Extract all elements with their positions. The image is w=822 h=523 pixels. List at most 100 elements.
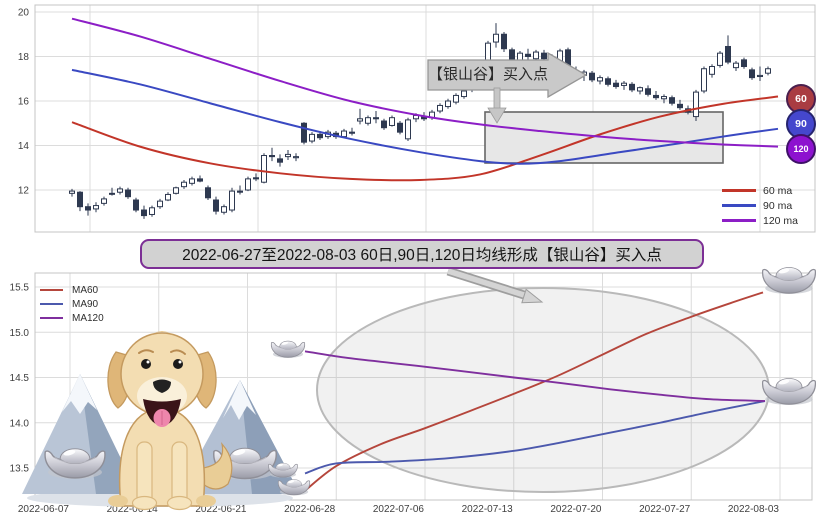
candle <box>237 190 243 193</box>
ma60-legend-label: MA60 <box>72 284 99 296</box>
svg-text:20: 20 <box>18 8 30 19</box>
candle <box>757 74 763 78</box>
top-chart-legend: 60 ma 90 ma 120 ma <box>722 183 798 228</box>
ma60-legend-swatch <box>722 189 756 192</box>
candle <box>693 91 699 118</box>
candle <box>141 209 147 217</box>
candle <box>709 66 715 75</box>
candle <box>373 117 379 120</box>
candle <box>261 155 267 183</box>
legend-row: MA120 <box>40 311 104 325</box>
legend-row: MA90 <box>40 297 104 311</box>
candle <box>77 191 83 208</box>
scene-decorations <box>22 331 300 511</box>
candle <box>669 97 675 104</box>
svg-text:13.5: 13.5 <box>10 464 30 475</box>
candle <box>253 177 259 180</box>
ma120-period-badge: 120 <box>786 134 816 164</box>
candle <box>181 181 187 188</box>
legend-row: MA60 <box>40 283 104 297</box>
candle <box>221 206 227 213</box>
svg-text:2022-06-28: 2022-06-28 <box>284 504 336 515</box>
candle <box>453 94 459 103</box>
candle <box>125 189 131 198</box>
candle <box>645 88 651 95</box>
candle <box>341 130 347 138</box>
summary-title-box: 2022-06-27至2022-08-03 60日,90日,120日均线形成【银… <box>140 239 704 269</box>
candle <box>717 52 723 66</box>
candle <box>501 33 507 50</box>
svg-text:2022-06-14: 2022-06-14 <box>107 504 159 515</box>
candle <box>85 206 91 211</box>
legend-row: 90 ma <box>722 198 798 213</box>
svg-text:14: 14 <box>18 141 30 152</box>
candle <box>445 100 451 108</box>
svg-text:2022-06-07: 2022-06-07 <box>18 504 70 515</box>
pointer-arrow-icon <box>521 288 544 304</box>
ma120-legend-swatch <box>722 219 756 222</box>
silver-ingot-icon <box>761 377 817 406</box>
candle <box>117 188 123 193</box>
candle <box>269 155 275 158</box>
candle <box>493 33 499 43</box>
candle <box>605 78 611 85</box>
svg-text:2022-07-27: 2022-07-27 <box>639 504 691 515</box>
candle <box>525 53 531 58</box>
candle <box>285 153 291 158</box>
ma60-legend-swatch <box>40 288 63 292</box>
candle <box>749 69 755 79</box>
candle <box>405 119 411 140</box>
candle <box>277 158 283 163</box>
candle <box>293 156 299 159</box>
svg-text:12: 12 <box>18 186 30 197</box>
candle <box>365 117 371 124</box>
summary-title: 2022-06-27至2022-08-03 60日,90日,120日均线形成【银… <box>182 247 662 264</box>
candle <box>213 199 219 212</box>
svg-text:2022-07-13: 2022-07-13 <box>462 504 514 515</box>
candle <box>109 192 115 195</box>
candle <box>701 68 707 92</box>
candle <box>613 82 619 88</box>
ma120-legend-label: MA120 <box>72 312 104 324</box>
candle <box>533 51 539 60</box>
top-ma-lines <box>71 17 779 182</box>
svg-text:16: 16 <box>18 97 30 108</box>
candle <box>661 96 667 100</box>
candle <box>437 104 443 112</box>
candle <box>357 118 363 122</box>
candle <box>165 193 171 201</box>
candle <box>765 68 771 74</box>
down-arrow-icon <box>487 107 507 124</box>
svg-text:15.0: 15.0 <box>10 328 30 339</box>
candle <box>317 133 323 139</box>
candle <box>677 103 683 109</box>
candle <box>741 59 747 68</box>
badge-label: 60 <box>795 93 807 105</box>
candle <box>229 190 235 211</box>
candle <box>173 187 179 194</box>
candle <box>93 205 99 210</box>
svg-text:14.0: 14.0 <box>10 418 30 429</box>
candle <box>461 90 467 98</box>
legend-row: 60 ma <box>722 183 798 198</box>
ma90-legend-label: 90 ma <box>763 199 793 212</box>
candle <box>637 87 643 92</box>
candle <box>621 82 627 86</box>
candle <box>149 207 155 215</box>
badge-label: 90 <box>795 118 807 130</box>
bottom-chart-grid: 2022-06-07 2022-06-14 2022-06-21 2022-06-28… <box>10 266 813 515</box>
candle <box>589 72 595 81</box>
ma120-legend-label: 120 ma <box>763 214 799 227</box>
ma120-legend-swatch <box>40 316 63 320</box>
ma60-legend-label: 60 ma <box>763 184 793 197</box>
candle <box>389 117 395 126</box>
candle <box>157 200 163 208</box>
candle <box>101 198 107 204</box>
legend-row: 120 ma <box>722 213 798 228</box>
badge-label: 120 <box>793 144 809 154</box>
bottom-ma-lines <box>304 291 766 492</box>
silver-ingot-icon <box>761 266 817 295</box>
buy-point-annotation: 【银山谷】买入点 <box>428 66 549 83</box>
ma90-legend-swatch <box>40 302 63 306</box>
